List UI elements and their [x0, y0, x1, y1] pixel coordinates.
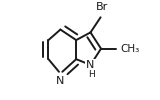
Text: N: N: [86, 60, 95, 70]
Text: H: H: [88, 70, 95, 79]
Text: N: N: [56, 76, 65, 86]
Text: CH₃: CH₃: [120, 44, 139, 54]
Text: Br: Br: [96, 2, 108, 12]
